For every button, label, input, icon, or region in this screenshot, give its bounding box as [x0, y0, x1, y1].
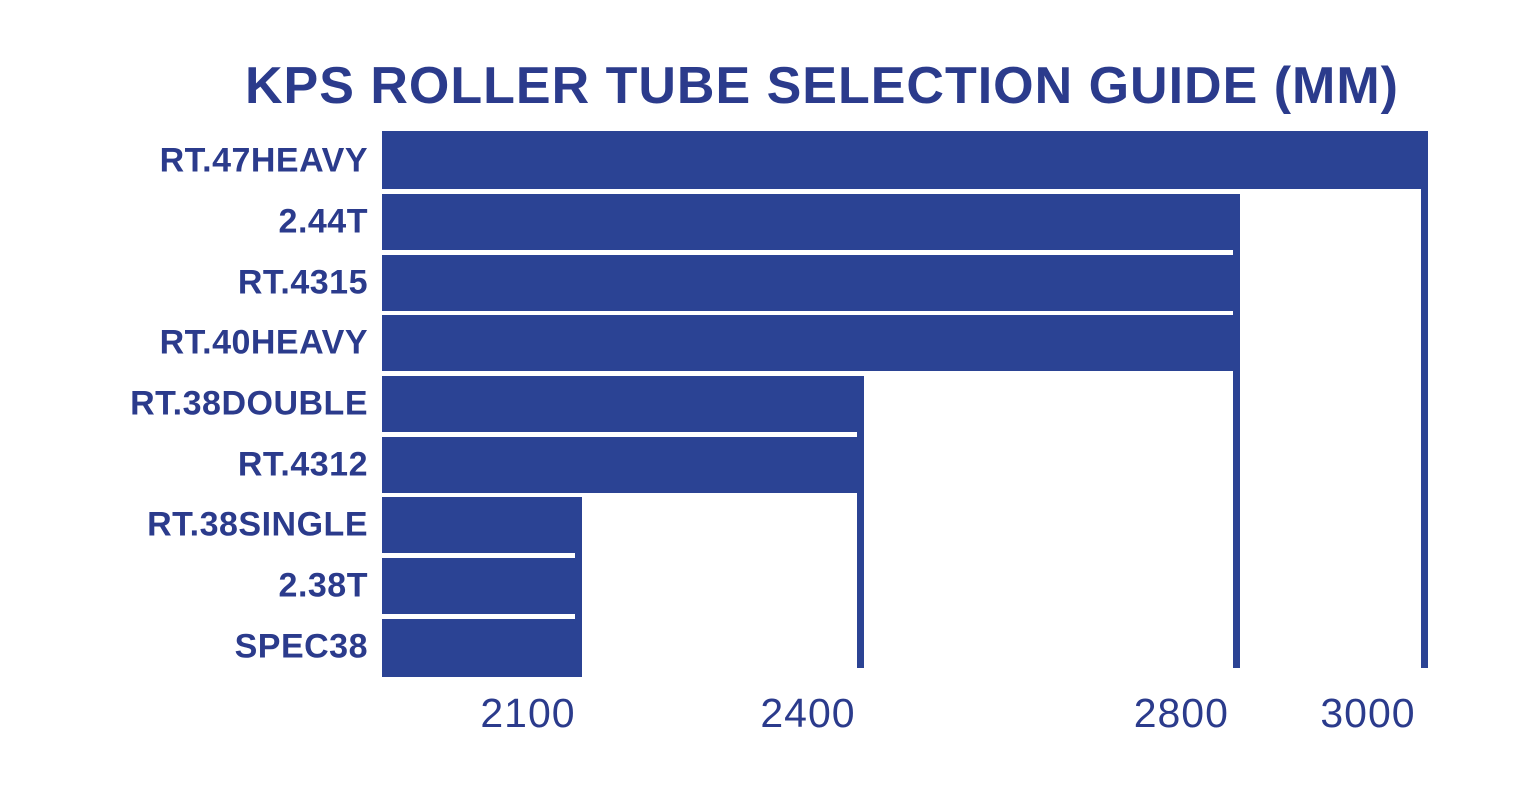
- x-axis-tick-3000: 3000: [1320, 690, 1416, 736]
- x-axis-tick-2800: 2800: [1133, 690, 1229, 736]
- bar-rt-40heavy: [382, 313, 1240, 375]
- category-label-rt-38single: RT.38SINGLE: [147, 505, 368, 544]
- bar-2-38t: [382, 555, 582, 617]
- bar-separator: [382, 310, 1233, 316]
- bar-separator: [382, 189, 1421, 194]
- bar-rt-4315: [382, 252, 1240, 314]
- category-label-rt-4315: RT.4315: [237, 263, 368, 302]
- category-label-2-38t: 2.38T: [278, 566, 368, 605]
- bar-rt-38single: [382, 495, 582, 557]
- bar-rt-47heavy: [382, 131, 1428, 193]
- category-label-rt-47heavy: RT.47HEAVY: [159, 141, 368, 180]
- bar-rt-4312: [382, 434, 864, 496]
- bar-spec38: [382, 616, 582, 678]
- category-label-rt-4312: RT.4312: [237, 445, 368, 484]
- bar-separator: [382, 492, 857, 498]
- bar-separator: [382, 250, 1233, 255]
- bar-step-edge: [1421, 191, 1428, 668]
- category-label-spec38: SPEC38: [234, 627, 368, 666]
- bar-step-edge: [857, 495, 864, 668]
- bar-separator: [382, 614, 575, 619]
- chart-title: KPS ROLLER TUBE SELECTION GUIDE (MM): [245, 57, 1399, 115]
- category-label-2-44t: 2.44T: [278, 202, 368, 241]
- category-label-rt-38double: RT.38DOUBLE: [130, 384, 368, 423]
- category-label-rt-40heavy: RT.40HEAVY: [159, 323, 368, 362]
- bar-separator: [382, 432, 857, 437]
- bar-separator: [382, 371, 1233, 376]
- bar-rt-38double: [382, 373, 864, 435]
- bar-2-44t: [382, 191, 1240, 253]
- x-axis-tick-2400: 2400: [760, 690, 856, 736]
- x-axis-tick-2100: 2100: [480, 690, 576, 736]
- bar-separator: [382, 553, 575, 558]
- bar-step-edge: [1233, 373, 1240, 668]
